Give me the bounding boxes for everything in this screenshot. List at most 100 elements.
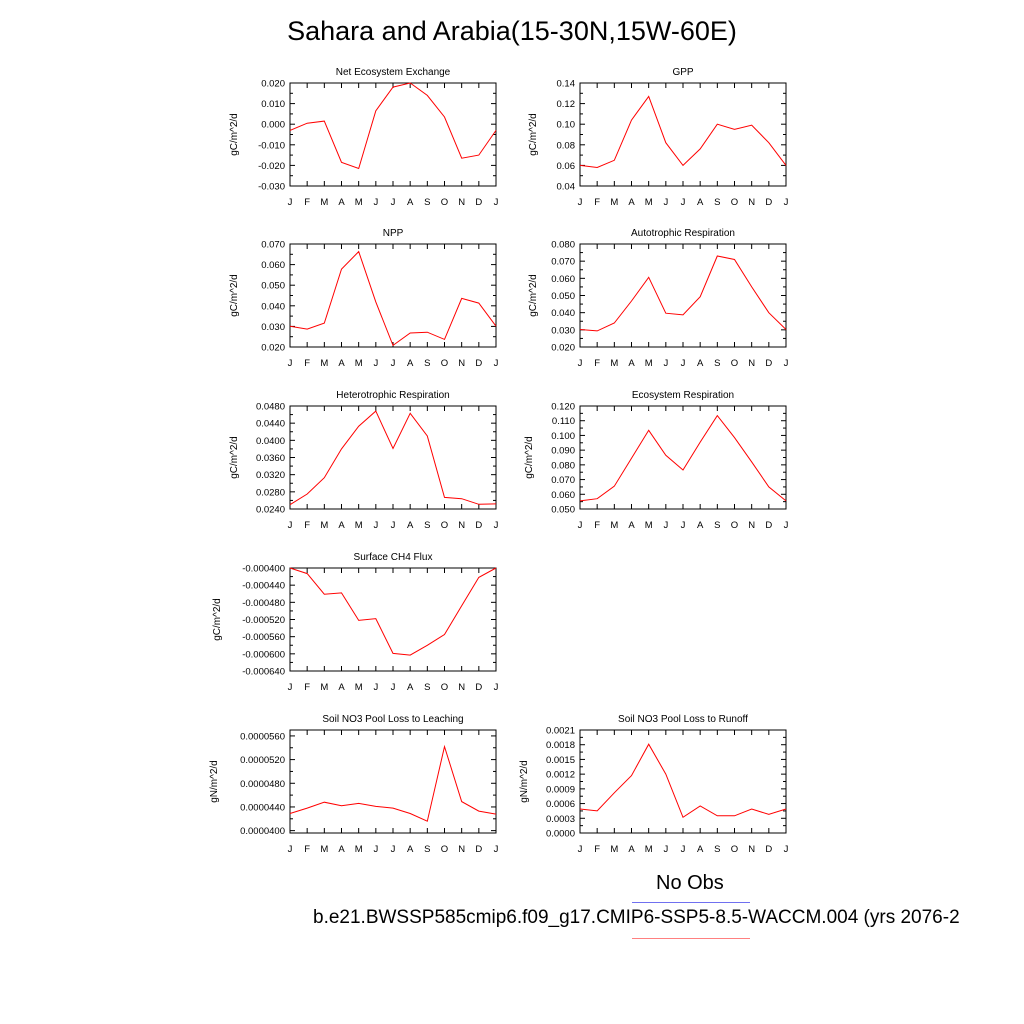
x-tick-label: J xyxy=(494,844,499,855)
data-line xyxy=(289,250,497,347)
y-tick-label: 0.0000 xyxy=(546,829,575,840)
data-line xyxy=(579,95,787,169)
x-tick-label: J xyxy=(494,197,499,208)
x-tick-label: J xyxy=(663,197,668,208)
y-tick-label: 0.12 xyxy=(557,99,576,110)
x-tick-label: N xyxy=(458,844,465,855)
x-tick-label: D xyxy=(475,520,482,531)
x-tick-label: O xyxy=(441,844,448,855)
y-tick-label: 0.030 xyxy=(261,322,285,333)
panel-title: NPP xyxy=(383,228,404,239)
x-tick-label: N xyxy=(748,197,755,208)
chart-panel-1: Net Ecosystem Exchange gC/m^2/d 0.020 0.010… xyxy=(229,67,499,208)
x-tick-label: O xyxy=(731,197,738,208)
panel-title: Heterotrophic Respiration xyxy=(336,390,449,401)
plot-frame xyxy=(289,729,497,834)
x-tick-label: F xyxy=(594,358,600,369)
y-tick-label: 0.070 xyxy=(261,240,285,251)
x-tick-label: O xyxy=(441,358,448,369)
y-tick-label: 0.040 xyxy=(551,308,575,319)
x-tick-label: A xyxy=(338,520,345,531)
legend-obs-label: No Obs xyxy=(656,872,724,894)
x-tick-label: J xyxy=(681,197,686,208)
x-tick-label: J xyxy=(494,520,499,531)
x-tick-label: J xyxy=(288,682,293,693)
y-tick-label: 0.080 xyxy=(551,240,575,251)
x-tick-label: J xyxy=(494,682,499,693)
x-tick-label: J xyxy=(373,520,378,531)
plot-frame xyxy=(579,82,787,187)
y-tick-label: 0.0320 xyxy=(256,470,285,481)
panel-title: Net Ecosystem Exchange xyxy=(336,67,451,78)
x-tick-label: J xyxy=(663,520,668,531)
chart-panel-6: Ecosystem Respiration gC/m^2/d 0.120 0.110 0… xyxy=(524,390,789,531)
chart-panel-9: Soil NO3 Pool Loss to Runoff gN/m^2/d 0.00… xyxy=(519,714,789,855)
y-tick-label: 0.070 xyxy=(551,475,575,486)
x-tick-label: J xyxy=(373,682,378,693)
data-line xyxy=(289,567,497,656)
x-tick-label: O xyxy=(441,682,448,693)
y-tick-label: 0.110 xyxy=(552,416,575,427)
chart-panel-4: Autotrophic Respiration gC/m^2/d 0.080 0.07… xyxy=(528,228,789,369)
x-tick-label: A xyxy=(338,358,345,369)
x-tick-label: J xyxy=(578,844,583,855)
x-tick-label: M xyxy=(320,197,328,208)
x-tick-label: J xyxy=(391,197,396,208)
x-tick-label: N xyxy=(458,520,465,531)
x-tick-label: O xyxy=(731,358,738,369)
y-tick-label: 0.060 xyxy=(261,260,285,271)
x-tick-label: J xyxy=(784,844,789,855)
x-tick-label: J xyxy=(681,358,686,369)
plot-frame xyxy=(289,405,497,510)
x-tick-label: O xyxy=(731,844,738,855)
x-tick-label: M xyxy=(645,844,653,855)
x-tick-label: D xyxy=(475,358,482,369)
y-tick-label: 0.090 xyxy=(551,446,575,457)
panel-title: Soil NO3 Pool Loss to Leaching xyxy=(322,714,463,725)
plot-frame xyxy=(289,82,497,187)
x-tick-label: A xyxy=(697,358,704,369)
x-tick-label: J xyxy=(288,844,293,855)
y-tick-label: 0.0015 xyxy=(546,755,575,766)
x-tick-label: J xyxy=(391,358,396,369)
x-tick-label: D xyxy=(475,682,482,693)
panel-title: Surface CH4 Flux xyxy=(354,552,433,563)
y-tick-label: -0.000440 xyxy=(242,581,285,592)
y-axis-label: gN/m^2/d xyxy=(209,760,220,803)
x-tick-label: N xyxy=(458,682,465,693)
y-tick-label: 0.0009 xyxy=(546,784,575,795)
x-tick-label: S xyxy=(424,358,430,369)
x-tick-label: M xyxy=(355,358,363,369)
y-tick-label: 0.0400 xyxy=(256,436,285,447)
x-tick-label: O xyxy=(731,520,738,531)
x-tick-label: S xyxy=(424,682,430,693)
plot-frame xyxy=(289,567,497,672)
y-tick-label: -0.000400 xyxy=(242,564,285,575)
y-tick-label: 0.0021 xyxy=(546,726,575,737)
x-tick-label: J xyxy=(373,197,378,208)
x-tick-label: J xyxy=(373,844,378,855)
y-tick-label: -0.020 xyxy=(258,161,285,172)
x-tick-label: D xyxy=(765,358,772,369)
plot-frame xyxy=(289,243,497,348)
x-tick-label: S xyxy=(714,358,720,369)
x-tick-label: F xyxy=(304,682,310,693)
y-tick-label: 0.0480 xyxy=(256,402,285,413)
legend-case-label: b.e21.BWSSP585cmip6.f09_g17.CMIP6-SSP5-8… xyxy=(313,907,960,928)
x-tick-label: M xyxy=(320,358,328,369)
x-tick-label: J xyxy=(391,520,396,531)
x-tick-label: A xyxy=(628,197,635,208)
y-tick-label: 0.0006 xyxy=(546,799,575,810)
y-tick-label: 0.08 xyxy=(557,140,576,151)
y-tick-label: 0.000 xyxy=(261,120,285,131)
data-line xyxy=(579,255,787,332)
x-tick-label: J xyxy=(494,358,499,369)
x-tick-label: D xyxy=(765,520,772,531)
y-tick-label: -0.000640 xyxy=(242,667,285,678)
y-tick-label: 0.04 xyxy=(557,182,576,193)
x-tick-label: A xyxy=(407,520,414,531)
y-tick-label: 0.020 xyxy=(551,343,575,354)
y-tick-label: -0.000480 xyxy=(242,598,285,609)
x-tick-label: F xyxy=(304,844,310,855)
